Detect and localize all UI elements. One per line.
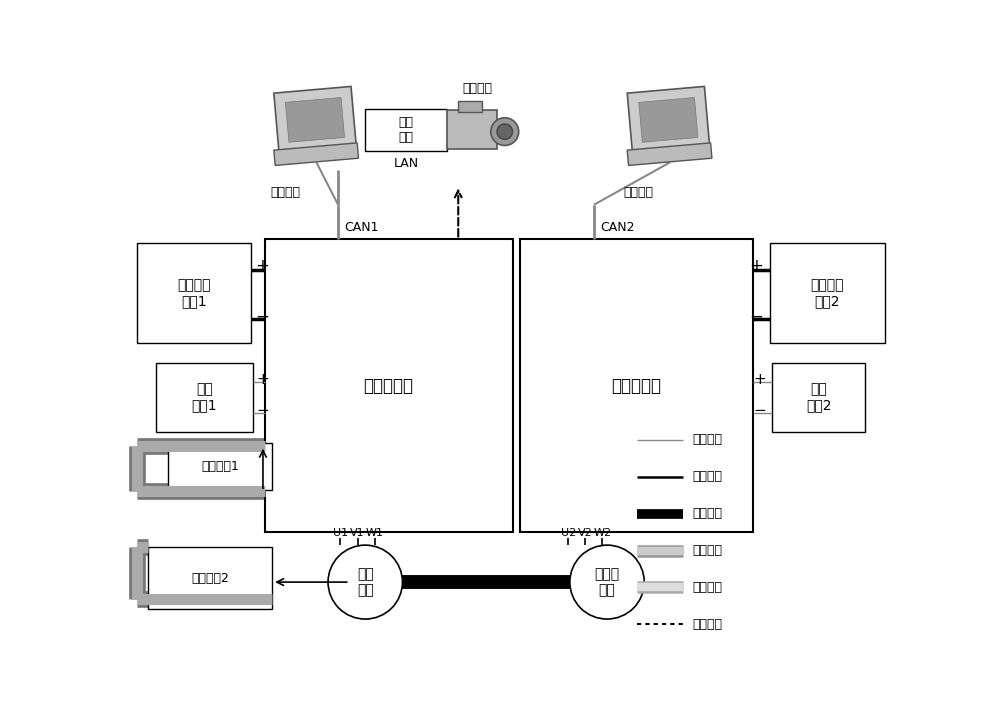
Bar	[627, 143, 712, 165]
Text: U1: U1	[333, 528, 348, 538]
Circle shape	[491, 117, 519, 145]
Text: V1: V1	[350, 528, 365, 538]
Text: 红外采集: 红外采集	[692, 618, 722, 631]
Text: 管路连接: 管路连接	[692, 544, 722, 557]
Text: 通信连接: 通信连接	[692, 581, 722, 594]
Bar	[639, 98, 698, 142]
Text: +: +	[750, 258, 764, 276]
Text: 高压连接: 高压连接	[692, 470, 722, 483]
Bar	[627, 86, 709, 151]
Text: W2: W2	[593, 528, 611, 538]
Text: LAN: LAN	[393, 157, 418, 170]
Text: 数据
采集: 数据 采集	[398, 116, 413, 144]
Bar	[458, 101, 482, 112]
Bar	[770, 244, 885, 343]
Text: 实时控制: 实时控制	[270, 186, 300, 199]
Text: −: −	[750, 308, 764, 325]
Bar	[148, 548, 272, 609]
Text: 实时控制: 实时控制	[624, 186, 654, 199]
Text: CAN2: CAN2	[600, 221, 635, 234]
Text: U2: U2	[561, 528, 576, 538]
Text: −: −	[255, 308, 269, 325]
Bar	[274, 86, 356, 151]
Text: 降试
电机: 降试 电机	[357, 567, 374, 597]
Bar	[156, 362, 253, 432]
Text: +: +	[257, 372, 270, 387]
Text: W1: W1	[366, 528, 384, 538]
Circle shape	[570, 545, 644, 619]
Circle shape	[497, 124, 512, 140]
Text: 低压连接: 低压连接	[692, 433, 722, 446]
Bar	[520, 239, 753, 532]
Bar	[137, 244, 251, 343]
Bar	[285, 98, 345, 142]
Text: −: −	[753, 403, 766, 418]
Text: 被试控制器: 被试控制器	[364, 377, 414, 394]
Text: +: +	[255, 258, 269, 276]
Bar	[168, 444, 272, 490]
Text: 高压直流
电源1: 高压直流 电源1	[177, 278, 211, 308]
Bar	[447, 110, 497, 149]
Text: 热成像仪: 热成像仪	[463, 82, 493, 95]
Bar	[264, 239, 512, 532]
Text: 低压
电源1: 低压 电源1	[192, 382, 217, 412]
Text: 测功机控制: 测功机控制	[612, 377, 662, 394]
Bar	[772, 362, 865, 432]
Circle shape	[328, 545, 402, 619]
Text: 冷却回路1: 冷却回路1	[201, 460, 239, 473]
Text: −: −	[257, 403, 270, 418]
Text: 低压
电源2: 低压 电源2	[806, 382, 831, 412]
Bar	[274, 143, 359, 165]
Text: 高压直流
电源2: 高压直流 电源2	[810, 278, 844, 308]
Text: +: +	[753, 372, 766, 387]
Text: CAN1: CAN1	[344, 221, 379, 234]
Text: 机械连接: 机械连接	[692, 507, 722, 520]
Text: V2: V2	[578, 528, 593, 538]
Text: 冷却回路2: 冷却回路2	[191, 572, 229, 585]
Bar	[365, 108, 447, 151]
Text: 测功机
电机: 测功机 电机	[594, 567, 620, 597]
